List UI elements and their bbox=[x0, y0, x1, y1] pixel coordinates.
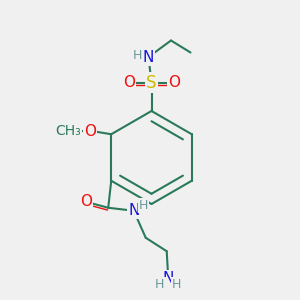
Text: O: O bbox=[123, 75, 135, 90]
Text: O: O bbox=[168, 75, 180, 90]
Text: O: O bbox=[80, 194, 92, 209]
Text: H: H bbox=[139, 200, 148, 212]
Text: H: H bbox=[155, 278, 164, 291]
Text: N: N bbox=[163, 271, 174, 286]
Text: H: H bbox=[132, 49, 142, 62]
Text: S: S bbox=[146, 74, 157, 92]
Text: O: O bbox=[84, 124, 96, 139]
Text: CH₃: CH₃ bbox=[55, 124, 81, 138]
Text: N: N bbox=[143, 50, 154, 64]
Text: H: H bbox=[172, 278, 181, 291]
Text: N: N bbox=[128, 203, 140, 218]
